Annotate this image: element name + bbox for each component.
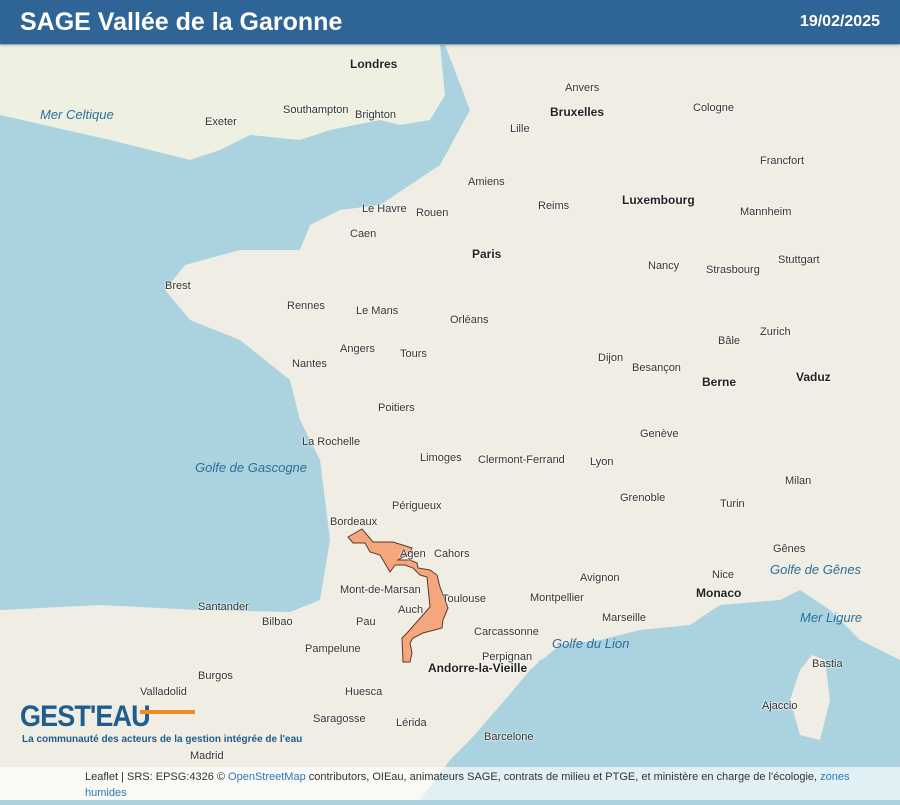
- city-label: Huesca: [345, 686, 383, 698]
- city-label: Perpignan: [482, 651, 533, 663]
- city-label: Luxembourg: [622, 193, 695, 207]
- logo-accent: [140, 710, 195, 714]
- sea-label: Mer Celtique: [40, 107, 114, 122]
- city-label: Paris: [472, 247, 502, 261]
- city-label: Monaco: [696, 586, 742, 600]
- sage-perimeter[interactable]: [347, 528, 449, 663]
- city-label: Limoges: [420, 452, 462, 464]
- city-label: Turin: [720, 498, 745, 510]
- city-label: Genève: [640, 428, 679, 440]
- city-label: Périgueux: [392, 500, 442, 512]
- city-label: Lille: [510, 123, 530, 135]
- city-label: Clermont-Ferrand: [478, 454, 565, 466]
- city-label: Anvers: [565, 82, 600, 94]
- city-label: Mont-de-Marsan: [340, 584, 421, 596]
- city-label: Londres: [350, 57, 398, 71]
- city-label: Milan: [785, 475, 812, 487]
- city-label: Agen: [400, 548, 426, 560]
- city-label: Le Havre: [362, 203, 407, 215]
- city-label: Andorre-la-Vieille: [428, 661, 528, 675]
- sea-label: Golfe de Gênes: [770, 562, 862, 577]
- land-uk: [0, 45, 445, 160]
- city-label: Nancy: [648, 260, 680, 272]
- city-label: Brighton: [355, 109, 396, 121]
- city-label: La Rochelle: [302, 436, 361, 448]
- city-label: Cologne: [693, 102, 734, 114]
- city-label: Carcassonne: [474, 626, 539, 638]
- city-label: Lérida: [396, 717, 427, 729]
- city-label: Poitiers: [378, 402, 415, 414]
- gesteau-logo[interactable]: GEST'EAU La communauté des acteurs de la…: [20, 702, 350, 748]
- city-label: Amiens: [468, 176, 505, 188]
- logo-tagline: La communauté des acteurs de la gestion …: [22, 734, 303, 745]
- sea-label: Mer Ligure: [800, 610, 863, 625]
- city-label: Bâle: [718, 335, 741, 347]
- city-label: Angers: [340, 343, 375, 355]
- city-label: Bastia: [812, 658, 843, 670]
- date-label: 19/02/2025: [799, 13, 880, 30]
- attribution: Leaflet | SRS: EPSG:4326 © OpenStreetMap…: [0, 767, 900, 800]
- header: SAGE Vallée de la Garonne 19/02/2025: [0, 0, 900, 44]
- city-label: Avignon: [580, 572, 620, 584]
- page-title: SAGE Vallée de la Garonne: [20, 7, 343, 36]
- city-label: Barcelone: [484, 731, 534, 743]
- city-label: Southampton: [283, 104, 349, 116]
- sea-mediterranean: [440, 605, 900, 800]
- city-label: Caen: [350, 228, 377, 240]
- city-label: Burgos: [198, 670, 233, 682]
- land-corsica: [790, 655, 830, 740]
- zones-humides-link[interactable]: zones humides: [85, 771, 850, 799]
- city-label: Ajaccio: [762, 700, 798, 712]
- city-label: Exeter: [205, 116, 237, 128]
- city-label: Rennes: [287, 300, 325, 312]
- sea-label: Golfe de Gascogne: [195, 460, 308, 475]
- city-label: Stuttgart: [778, 254, 820, 266]
- city-label: Strasbourg: [706, 264, 760, 276]
- city-label: Cahors: [434, 548, 470, 560]
- city-label: Rouen: [416, 207, 449, 219]
- city-label: Dijon: [598, 352, 624, 364]
- attribution-text: contributors, OIEau, animateurs SAGE, co…: [308, 771, 818, 783]
- city-label: Nantes: [292, 358, 327, 370]
- city-label: Bordeaux: [330, 516, 378, 528]
- city-label: Orléans: [450, 314, 489, 326]
- city-label: Besançon: [632, 362, 681, 374]
- city-label: Mannheim: [740, 206, 792, 218]
- city-label: Tours: [400, 348, 427, 360]
- city-label: Grenoble: [620, 492, 666, 504]
- city-label: Santander: [198, 601, 249, 613]
- city-label: Francfort: [760, 155, 805, 167]
- city-label: Toulouse: [442, 593, 487, 605]
- city-label: Bruxelles: [550, 105, 605, 119]
- land-continent: [0, 45, 900, 800]
- city-label: Madrid: [190, 750, 224, 762]
- city-label: Brest: [165, 280, 191, 292]
- attribution-prefix: Leaflet | SRS: EPSG:4326 ©: [85, 771, 225, 783]
- city-label: Nice: [712, 569, 735, 581]
- city-label: Reims: [538, 200, 570, 212]
- city-label: Bilbao: [262, 616, 293, 628]
- osm-link[interactable]: OpenStreetMap: [228, 771, 306, 783]
- city-label: Auch: [398, 604, 424, 616]
- city-label: Lyon: [590, 456, 614, 468]
- city-label: Le Mans: [356, 305, 399, 317]
- city-label: Montpellier: [530, 592, 584, 604]
- logo-name: GEST'EAU: [20, 700, 151, 733]
- city-label: Pau: [356, 616, 376, 628]
- city-label: Pampelune: [305, 643, 361, 655]
- city-label: Berne: [702, 375, 737, 389]
- city-label: Marseille: [602, 612, 647, 624]
- sea-label: Golfe du Lion: [552, 636, 630, 651]
- city-label: Saragosse: [313, 713, 366, 725]
- city-label: Gênes: [773, 543, 806, 555]
- city-label: Zurich: [760, 326, 791, 338]
- city-label: Valladolid: [140, 686, 187, 698]
- city-label: Vaduz: [796, 370, 831, 384]
